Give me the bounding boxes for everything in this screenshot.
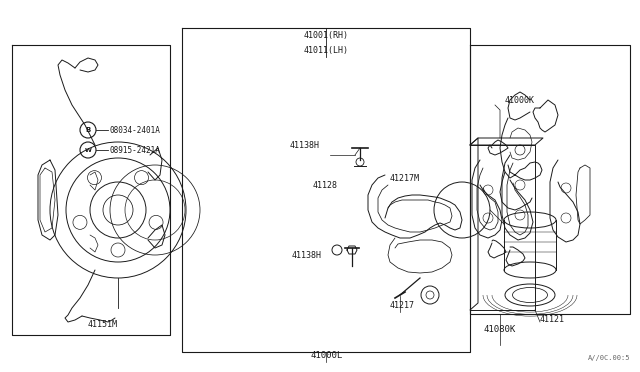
Text: 41011(LH): 41011(LH) [304,45,349,55]
Text: 41000K: 41000K [505,96,535,105]
Text: 41217: 41217 [390,301,415,310]
Text: 41121: 41121 [540,315,565,324]
Text: 41138H: 41138H [290,141,320,150]
Text: 08915-2421A: 08915-2421A [110,145,161,154]
Text: B: B [85,127,91,133]
Text: 41138H: 41138H [292,250,322,260]
Text: 41000L: 41000L [310,350,342,359]
Text: 41217M: 41217M [390,173,420,183]
Text: 41151M: 41151M [88,320,118,329]
Text: 41128: 41128 [313,180,338,189]
Text: 41001(RH): 41001(RH) [304,31,349,39]
Text: A//0C.00:5: A//0C.00:5 [588,355,630,361]
Text: W: W [84,148,92,153]
Text: 41080K: 41080K [484,325,516,334]
Text: 08034-2401A: 08034-2401A [110,125,161,135]
